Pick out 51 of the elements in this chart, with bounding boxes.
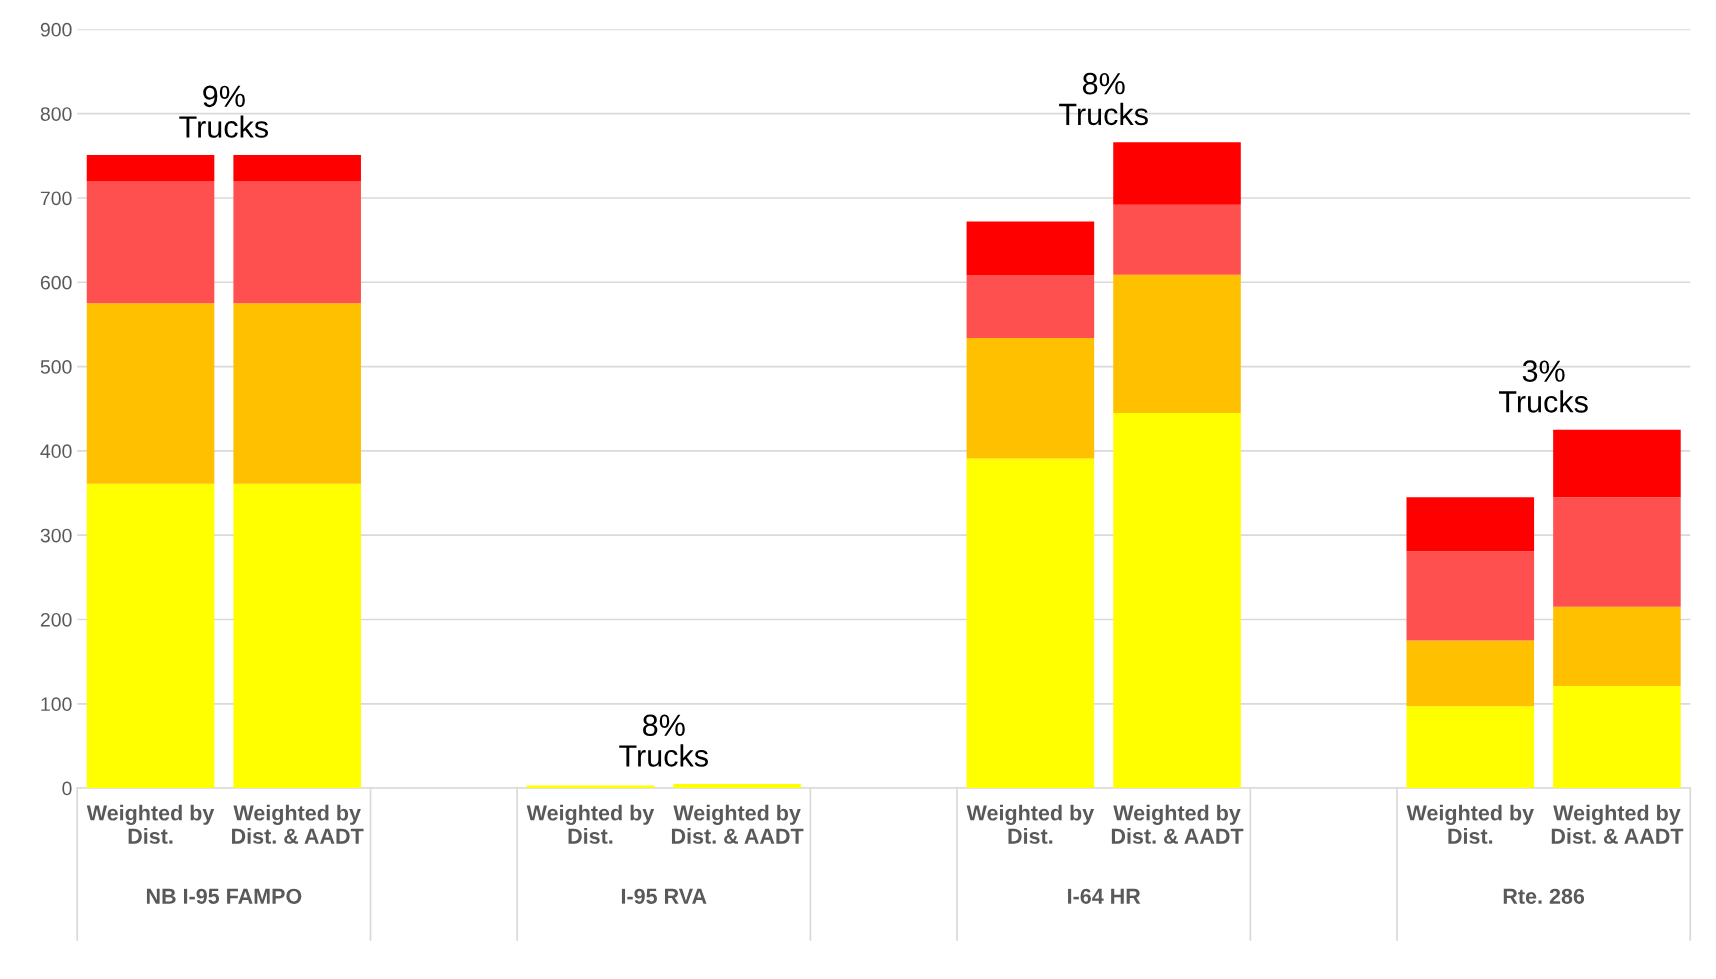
x-tick-label: Weighted by Dist. & AADT xyxy=(1111,804,1244,844)
bar xyxy=(1553,429,1681,498)
bar xyxy=(1113,204,1241,275)
bar xyxy=(1113,274,1241,413)
bar xyxy=(673,783,801,789)
bar xyxy=(1406,551,1535,641)
bar xyxy=(1406,497,1535,552)
bar xyxy=(1406,706,1535,789)
y-tick-label: 900 xyxy=(40,22,72,37)
x-tick-label: Weighted by Dist. & AADT xyxy=(671,804,804,844)
bar xyxy=(86,181,215,304)
x-tick-label: Weighted by Dist. xyxy=(966,804,1095,844)
bar xyxy=(966,458,1095,789)
x-tick-label: Weighted by Dist. xyxy=(86,804,215,844)
text: Rte. 286 xyxy=(1503,888,1585,904)
bar xyxy=(1553,606,1681,687)
y-tick-label: 300 xyxy=(40,528,72,543)
bar xyxy=(966,337,1095,459)
bar xyxy=(966,221,1095,276)
y-tick-label: 0 xyxy=(62,781,72,796)
bar xyxy=(233,483,361,789)
text: NB I-95 FAMPO xyxy=(146,888,302,904)
bar xyxy=(1553,686,1681,789)
x-tick-label: Weighted by Dist. xyxy=(526,804,655,844)
bar xyxy=(1553,497,1681,607)
bar xyxy=(86,483,215,789)
y-tick-label: 400 xyxy=(40,444,72,459)
bar xyxy=(1113,412,1241,789)
bar xyxy=(1406,640,1535,707)
bar xyxy=(233,303,361,484)
bar xyxy=(86,303,215,484)
y-tick-label: 200 xyxy=(40,612,72,627)
bar xyxy=(233,154,361,182)
bar xyxy=(86,154,215,182)
y-tick-label: 100 xyxy=(41,697,72,712)
x-tick-label: Weighted by Dist. & AADT xyxy=(232,804,364,844)
x-tick-label: Weighted by Dist. & AADT xyxy=(1551,804,1684,844)
y-tick-label: 500 xyxy=(40,360,72,374)
text: I-95 RVA xyxy=(621,888,707,904)
y-tick-label: 800 xyxy=(40,107,72,121)
text: I-64 HR xyxy=(1068,888,1141,904)
annotation: 9% Trucks xyxy=(179,85,269,138)
bar xyxy=(233,181,361,304)
annotation: 8% Trucks xyxy=(619,714,708,767)
bar xyxy=(1113,142,1241,205)
bar xyxy=(966,275,1095,338)
x-tick-label: Weighted by Dist. xyxy=(1406,804,1534,844)
y-tick-label: 700 xyxy=(40,191,72,206)
annotation: 3% Trucks xyxy=(1499,360,1588,413)
annotation: 8% Trucks xyxy=(1059,72,1148,126)
y-tick-label: 600 xyxy=(40,275,72,290)
